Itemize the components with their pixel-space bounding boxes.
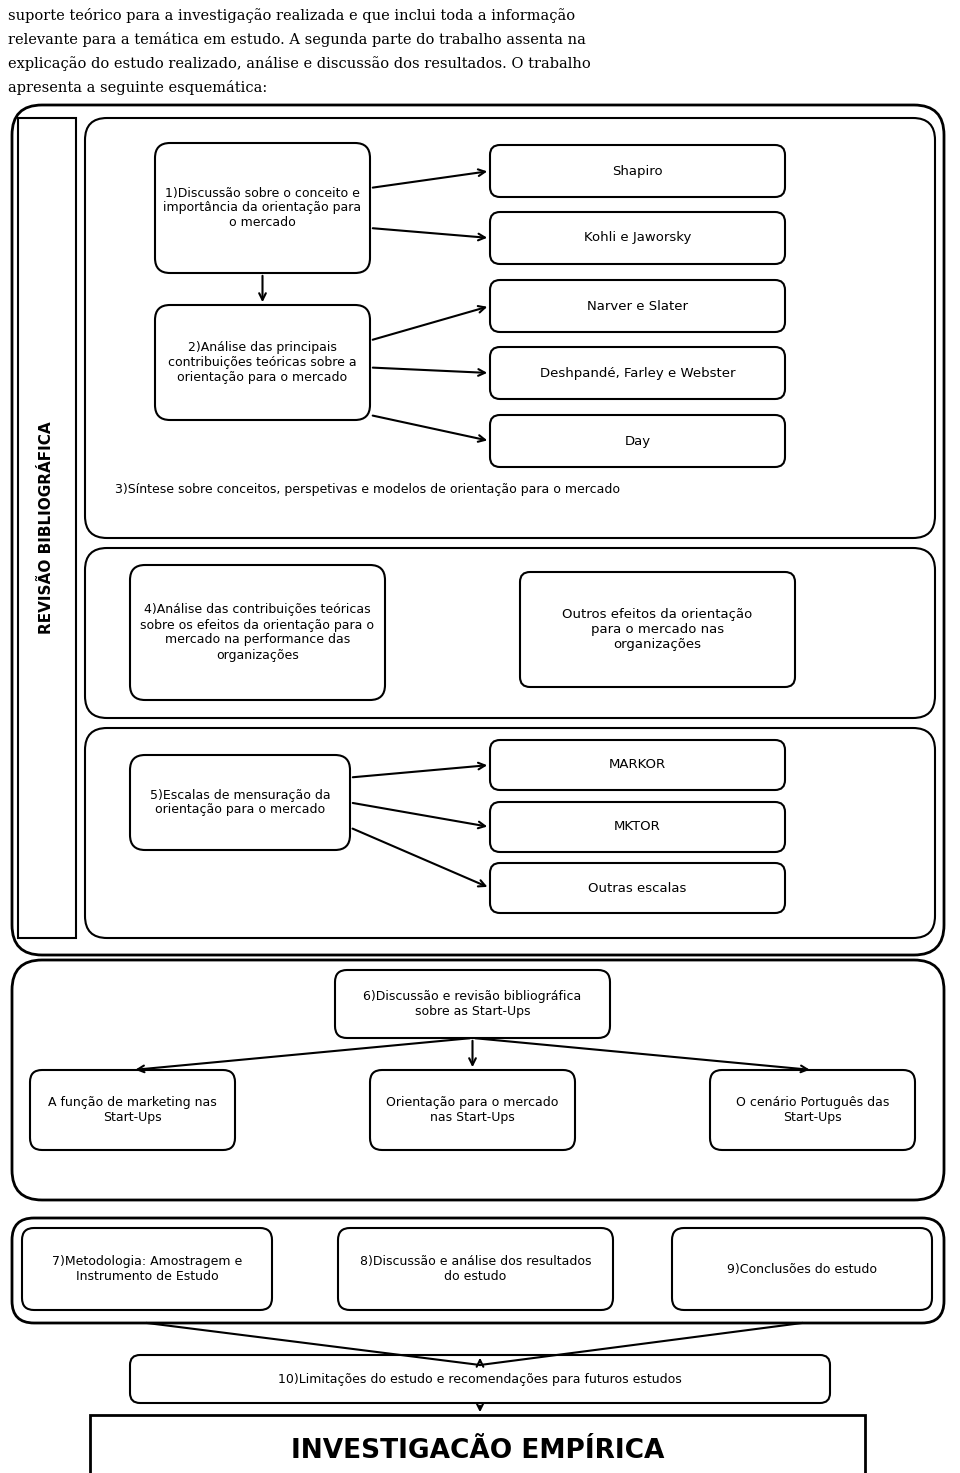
Text: explicação do estudo realizado, análise e discussão dos resultados. O trabalho: explicação do estudo realizado, análise … [8, 56, 590, 71]
Text: Outros efeitos da orientação
para o mercado nas
organizações: Outros efeitos da orientação para o merc… [563, 608, 753, 651]
Text: Shapiro: Shapiro [612, 165, 662, 178]
FancyBboxPatch shape [490, 415, 785, 467]
FancyBboxPatch shape [130, 1355, 830, 1402]
FancyBboxPatch shape [490, 212, 785, 264]
Text: MARKOR: MARKOR [609, 759, 666, 772]
FancyBboxPatch shape [130, 566, 385, 700]
FancyBboxPatch shape [12, 105, 944, 955]
FancyBboxPatch shape [22, 1228, 272, 1309]
Text: apresenta a seguinte esquemática:: apresenta a seguinte esquemática: [8, 80, 267, 94]
Text: Orientação para o mercado
nas Start-Ups: Orientação para o mercado nas Start-Ups [386, 1096, 559, 1124]
Text: relevante para a temática em estudo. A segunda parte do trabalho assenta na: relevante para a temática em estudo. A s… [8, 32, 586, 47]
Text: 2)Análise das principais
contribuições teóricas sobre a
orientação para o mercad: 2)Análise das principais contribuições t… [168, 342, 357, 384]
Text: A função de marketing nas
Start-Ups: A função de marketing nas Start-Ups [48, 1096, 217, 1124]
Text: MKTOR: MKTOR [614, 820, 660, 834]
FancyBboxPatch shape [490, 144, 785, 197]
Text: Outras escalas: Outras escalas [588, 881, 686, 894]
FancyBboxPatch shape [490, 863, 785, 913]
FancyBboxPatch shape [30, 1069, 235, 1150]
FancyBboxPatch shape [85, 548, 935, 717]
FancyBboxPatch shape [490, 280, 785, 331]
FancyBboxPatch shape [130, 756, 350, 850]
Text: suporte teórico para a investigação realizada e que inclui toda a informação: suporte teórico para a investigação real… [8, 7, 575, 24]
Text: REVISÃO BIBLIOGRÁFICA: REVISÃO BIBLIOGRÁFICA [39, 421, 55, 635]
FancyBboxPatch shape [335, 971, 610, 1038]
Text: 8)Discussão e análise dos resultados
do estudo: 8)Discussão e análise dos resultados do … [360, 1255, 591, 1283]
Bar [18, 118, 76, 938]
Bar [90, 1416, 865, 1473]
Text: 9)Conclusões do estudo: 9)Conclusões do estudo [727, 1262, 877, 1276]
Text: 6)Discussão e revisão bibliográfica
sobre as Start-Ups: 6)Discussão e revisão bibliográfica sobr… [364, 990, 582, 1018]
Text: Day: Day [624, 435, 651, 448]
Text: 10)Limitações do estudo e recomendações para futuros estudos: 10)Limitações do estudo e recomendações … [278, 1373, 682, 1386]
Text: 7)Metodologia: Amostragem e
Instrumento de Estudo: 7)Metodologia: Amostragem e Instrumento … [52, 1255, 242, 1283]
FancyBboxPatch shape [155, 143, 370, 273]
Text: INVESTIGACÃO EMPÍRICA: INVESTIGACÃO EMPÍRICA [291, 1438, 664, 1464]
FancyBboxPatch shape [12, 960, 944, 1200]
FancyBboxPatch shape [155, 305, 370, 420]
Text: 1)Discussão sobre o conceito e
importância da orientação para
o mercado: 1)Discussão sobre o conceito e importânc… [163, 187, 362, 230]
Text: Deshpandé, Farley e Webster: Deshpandé, Farley e Webster [540, 367, 735, 380]
FancyBboxPatch shape [710, 1069, 915, 1150]
Text: Narver e Slater: Narver e Slater [587, 299, 688, 312]
FancyBboxPatch shape [490, 801, 785, 851]
FancyBboxPatch shape [85, 728, 935, 938]
FancyBboxPatch shape [520, 572, 795, 686]
Text: Kohli e Jaworsky: Kohli e Jaworsky [584, 231, 691, 245]
Text: 3)Síntese sobre conceitos, perspetivas e modelos de orientação para o mercado: 3)Síntese sobre conceitos, perspetivas e… [115, 483, 620, 496]
Text: 4)Análise das contribuições teóricas
sobre os efeitos da orientação para o
merca: 4)Análise das contribuições teóricas sob… [140, 604, 374, 661]
FancyBboxPatch shape [12, 1218, 944, 1323]
Text: O cenário Português das
Start-Ups: O cenário Português das Start-Ups [735, 1096, 889, 1124]
Text: 5)Escalas de mensuração da
orientação para o mercado: 5)Escalas de mensuração da orientação pa… [150, 788, 330, 816]
FancyBboxPatch shape [490, 348, 785, 399]
FancyBboxPatch shape [338, 1228, 613, 1309]
FancyBboxPatch shape [490, 739, 785, 790]
FancyBboxPatch shape [672, 1228, 932, 1309]
FancyBboxPatch shape [370, 1069, 575, 1150]
FancyBboxPatch shape [85, 118, 935, 538]
